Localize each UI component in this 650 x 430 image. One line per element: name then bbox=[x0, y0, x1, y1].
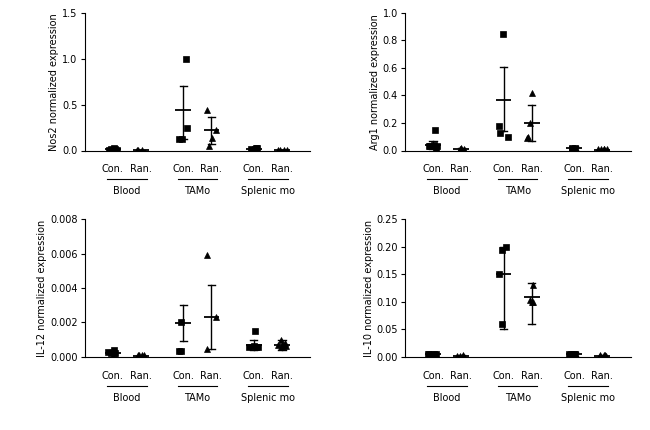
Text: Splenic mo: Splenic mo bbox=[240, 393, 295, 402]
Text: Blood: Blood bbox=[113, 393, 140, 402]
Text: Ran.: Ran. bbox=[271, 164, 293, 174]
Text: Con.: Con. bbox=[422, 164, 444, 174]
Text: Con.: Con. bbox=[563, 371, 585, 381]
Y-axis label: Arg1 normalized expression: Arg1 normalized expression bbox=[370, 14, 380, 150]
Text: Ran.: Ran. bbox=[592, 164, 613, 174]
Text: Blood: Blood bbox=[113, 186, 140, 196]
Y-axis label: IL-10 normalized expression: IL-10 normalized expression bbox=[363, 220, 374, 356]
Text: Con.: Con. bbox=[493, 164, 515, 174]
Y-axis label: Nos2 normalized expression: Nos2 normalized expression bbox=[49, 13, 59, 150]
Text: Con.: Con. bbox=[493, 371, 515, 381]
Text: TAMo: TAMo bbox=[184, 186, 211, 196]
Text: Con.: Con. bbox=[243, 164, 265, 174]
Text: Splenic mo: Splenic mo bbox=[561, 186, 615, 196]
Text: Splenic mo: Splenic mo bbox=[240, 186, 295, 196]
Text: Ran.: Ran. bbox=[521, 371, 543, 381]
Text: TAMo: TAMo bbox=[504, 393, 531, 402]
Text: Con.: Con. bbox=[172, 164, 194, 174]
Y-axis label: IL-12 normalized expression: IL-12 normalized expression bbox=[37, 219, 47, 357]
Text: Ran.: Ran. bbox=[450, 371, 472, 381]
Text: Con.: Con. bbox=[102, 371, 124, 381]
Text: Con.: Con. bbox=[102, 164, 124, 174]
Text: Ran.: Ran. bbox=[200, 164, 222, 174]
Text: Con.: Con. bbox=[422, 371, 444, 381]
Text: Con.: Con. bbox=[243, 371, 265, 381]
Text: Splenic mo: Splenic mo bbox=[561, 393, 615, 402]
Text: TAMo: TAMo bbox=[504, 186, 531, 196]
Text: Ran.: Ran. bbox=[130, 164, 152, 174]
Text: TAMo: TAMo bbox=[184, 393, 211, 402]
Text: Ran.: Ran. bbox=[450, 164, 472, 174]
Text: Con.: Con. bbox=[172, 371, 194, 381]
Text: Ran.: Ran. bbox=[271, 371, 293, 381]
Text: Con.: Con. bbox=[563, 164, 585, 174]
Text: Blood: Blood bbox=[434, 186, 461, 196]
Text: Blood: Blood bbox=[434, 393, 461, 402]
Text: Ran.: Ran. bbox=[521, 164, 543, 174]
Text: Ran.: Ran. bbox=[592, 371, 613, 381]
Text: Ran.: Ran. bbox=[130, 371, 152, 381]
Text: Ran.: Ran. bbox=[200, 371, 222, 381]
